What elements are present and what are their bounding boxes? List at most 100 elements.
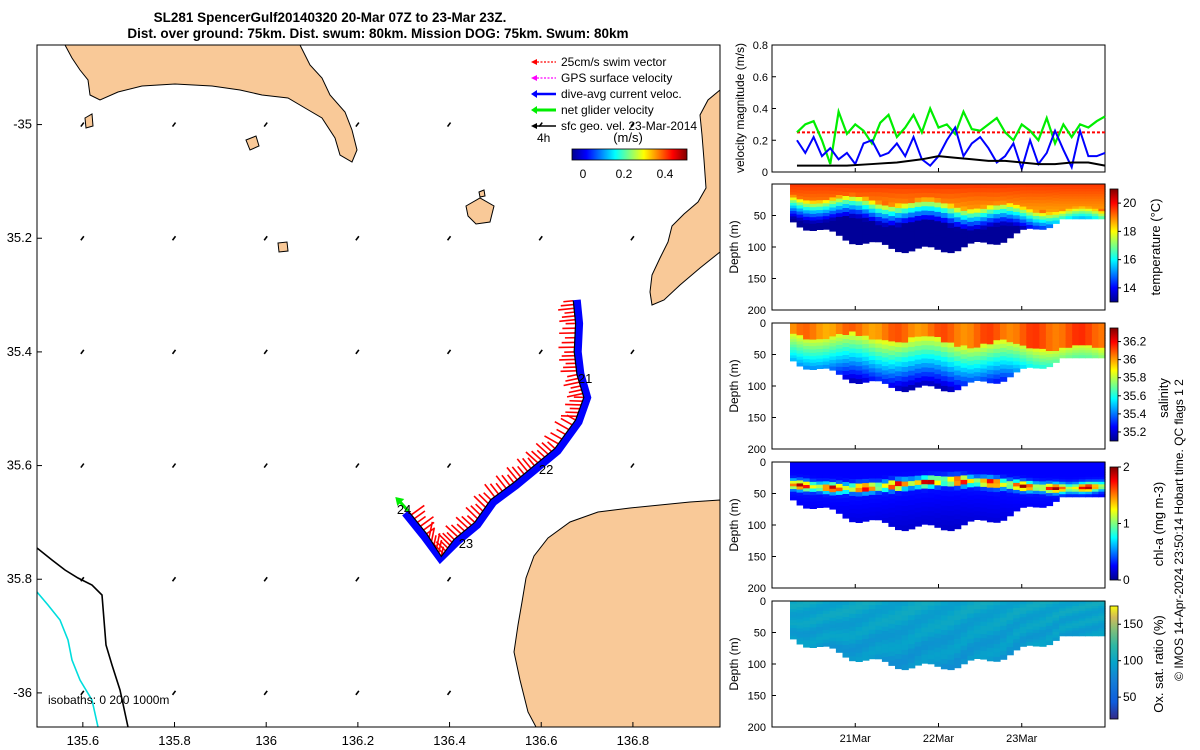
salinity-cell xyxy=(993,340,1001,346)
oxygen-cell xyxy=(1091,601,1100,605)
oxygen-cell xyxy=(967,601,975,606)
temperature-cell xyxy=(1039,187,1047,191)
oxygen-cell xyxy=(927,614,935,620)
oxygen-cell xyxy=(1052,617,1060,622)
temperature-cell xyxy=(875,221,883,226)
chla-cell xyxy=(1000,516,1008,521)
oxygen-cell xyxy=(1091,615,1100,619)
temperature-cell xyxy=(986,188,995,194)
salinity-cell xyxy=(967,369,975,375)
oxygen-cell xyxy=(1059,608,1067,612)
chla-cell xyxy=(1026,490,1034,495)
oxygen-cell xyxy=(849,630,857,636)
temperature-cell xyxy=(1052,203,1060,207)
chla-cell xyxy=(927,479,935,485)
temperature-cell xyxy=(1045,218,1054,222)
oxygen-cell xyxy=(790,633,798,637)
oxygen-cell xyxy=(967,609,975,615)
salinity-cell xyxy=(934,369,942,375)
chla-cell xyxy=(816,481,824,486)
chla-cell xyxy=(895,466,903,473)
temperature-cell xyxy=(1039,184,1047,188)
salinity-cell xyxy=(1045,347,1054,352)
oxygen-cell xyxy=(921,614,929,620)
oxygen-cell xyxy=(790,636,798,640)
salinity-cell xyxy=(895,356,903,363)
oxygen-cell xyxy=(901,625,909,631)
temperature-cell xyxy=(895,232,903,238)
salinity-cell xyxy=(1019,355,1027,360)
chla-cell xyxy=(803,494,811,499)
salinity-cell xyxy=(973,343,981,349)
temperature-cell xyxy=(862,234,870,240)
oxygen-cell xyxy=(1000,630,1008,635)
oxygen-cell xyxy=(934,633,942,639)
temperature-cell xyxy=(1072,193,1080,197)
chla-cell xyxy=(1039,497,1047,502)
chla-cell xyxy=(1026,468,1034,473)
salinity-cell xyxy=(888,373,896,379)
salinity-cell xyxy=(868,351,876,357)
salinity-cell xyxy=(986,378,995,384)
temperature-cell xyxy=(947,232,955,239)
chla-cell xyxy=(835,469,844,474)
temperature-cell xyxy=(1000,221,1008,227)
salinity-cell xyxy=(790,347,798,351)
temperature-cell xyxy=(888,193,896,199)
salinity-cell xyxy=(868,331,876,336)
salinity-cell xyxy=(1091,330,1100,334)
oxygen-cell xyxy=(809,627,817,632)
oxygen-cell xyxy=(1019,639,1027,644)
salinity-cell xyxy=(895,337,903,343)
oxygen-cell xyxy=(993,618,1001,624)
oxygen-cell xyxy=(1052,609,1060,613)
oxygen-cell xyxy=(986,630,995,636)
oxygen-cell xyxy=(980,646,988,652)
temperature-cell xyxy=(914,184,922,190)
salinity-cell xyxy=(1026,341,1034,346)
salinity-cell xyxy=(1013,343,1021,348)
chla-cell xyxy=(835,505,844,511)
chla-cell xyxy=(921,493,929,499)
salinity-cell xyxy=(875,351,883,357)
chla-cell xyxy=(1000,511,1008,517)
chla-cell xyxy=(980,495,988,500)
salinity-cell xyxy=(1098,337,1106,341)
chla-cell xyxy=(868,478,876,484)
oxygen-cell xyxy=(862,634,870,640)
salinity-cell xyxy=(1013,333,1021,338)
temperature-cell xyxy=(1019,226,1027,230)
oxygen-cell xyxy=(934,642,942,649)
temperature-cell xyxy=(1059,211,1067,215)
chla-cell xyxy=(829,462,837,466)
temperature-cell xyxy=(875,204,883,210)
temperature-cell xyxy=(980,188,988,193)
salinity-cell xyxy=(875,339,883,345)
salinity-cell xyxy=(1039,332,1047,337)
temperature-cell xyxy=(888,243,896,249)
chla-cell xyxy=(875,490,883,496)
salinity-cell xyxy=(803,323,811,327)
salinity-cell xyxy=(1091,325,1100,329)
chla-cell xyxy=(1032,500,1040,505)
oxygen-cell xyxy=(908,629,916,635)
oxygen-cell xyxy=(960,610,968,616)
temperature-cell xyxy=(914,243,922,249)
swim-vector xyxy=(564,311,575,314)
salinity-cell xyxy=(908,356,916,362)
chla-cell xyxy=(855,505,863,511)
oxygen-cell xyxy=(1032,626,1040,631)
chla-cell xyxy=(881,496,890,502)
oxygen-cell xyxy=(927,601,935,607)
temperature-cell xyxy=(947,218,955,224)
oxygen-cell xyxy=(993,601,1001,606)
salinity-cell xyxy=(927,372,935,378)
oxygen-cell xyxy=(1078,610,1086,614)
oxygen-cell xyxy=(934,647,942,653)
salinity-cell xyxy=(908,346,916,353)
temperature-cell xyxy=(1072,203,1080,207)
salinity-cell xyxy=(1019,352,1027,356)
oxygen-cell xyxy=(1078,625,1086,629)
chla-cell xyxy=(1013,500,1021,505)
